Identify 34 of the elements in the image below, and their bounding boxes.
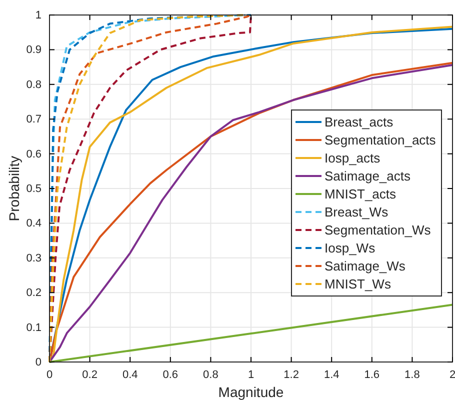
legend-label: Iosp_acts bbox=[324, 150, 381, 166]
legend-label: Segmentation_acts bbox=[324, 132, 436, 148]
y-tick-label: 0.6 bbox=[26, 148, 42, 160]
y-tick-label: 0.9 bbox=[26, 44, 42, 56]
legend-label: MNIST_Ws bbox=[324, 276, 392, 292]
y-tick-label: 0.7 bbox=[26, 114, 42, 126]
x-tick-label: 1.8 bbox=[404, 368, 420, 381]
y-tick-label: 0.8 bbox=[26, 78, 42, 91]
x-tick-label: 0.6 bbox=[162, 368, 178, 381]
y-tick-label: 0.1 bbox=[26, 322, 42, 334]
x-tick-label: 1.2 bbox=[284, 368, 299, 381]
x-tick-label: 2 bbox=[449, 368, 455, 381]
legend-label: Satimage_acts bbox=[324, 168, 411, 184]
x-tick-label: 1.6 bbox=[364, 368, 380, 381]
legend-label: Breast_acts bbox=[324, 114, 394, 130]
y-axis-title: Probability bbox=[6, 156, 22, 222]
y-tick-label: 0 bbox=[35, 356, 42, 369]
legend-label: Iosp_Ws bbox=[324, 240, 376, 256]
x-tick-label: 0 bbox=[46, 368, 53, 381]
x-tick-label: 0.4 bbox=[122, 368, 138, 381]
legend-label: MNIST_acts bbox=[324, 186, 397, 202]
x-tick-label: 1.4 bbox=[324, 368, 340, 381]
legend-label: Breast_Ws bbox=[324, 204, 389, 220]
legend-label: Satimage_Ws bbox=[324, 258, 406, 274]
x-axis-title: Magnitude bbox=[218, 384, 284, 400]
y-tick-label: 0.4 bbox=[26, 218, 42, 230]
legend-label: Segmentation_Ws bbox=[324, 222, 432, 238]
y-tick-label: 0.2 bbox=[26, 287, 42, 300]
x-tick-label: 0.2 bbox=[82, 368, 98, 381]
x-tick-label: 0.8 bbox=[203, 368, 218, 381]
y-tick-label: 0.5 bbox=[26, 183, 42, 196]
y-tick-label: 0.3 bbox=[26, 252, 42, 264]
x-tick-label: 1 bbox=[248, 368, 254, 381]
y-tick-label: 1 bbox=[35, 10, 42, 22]
